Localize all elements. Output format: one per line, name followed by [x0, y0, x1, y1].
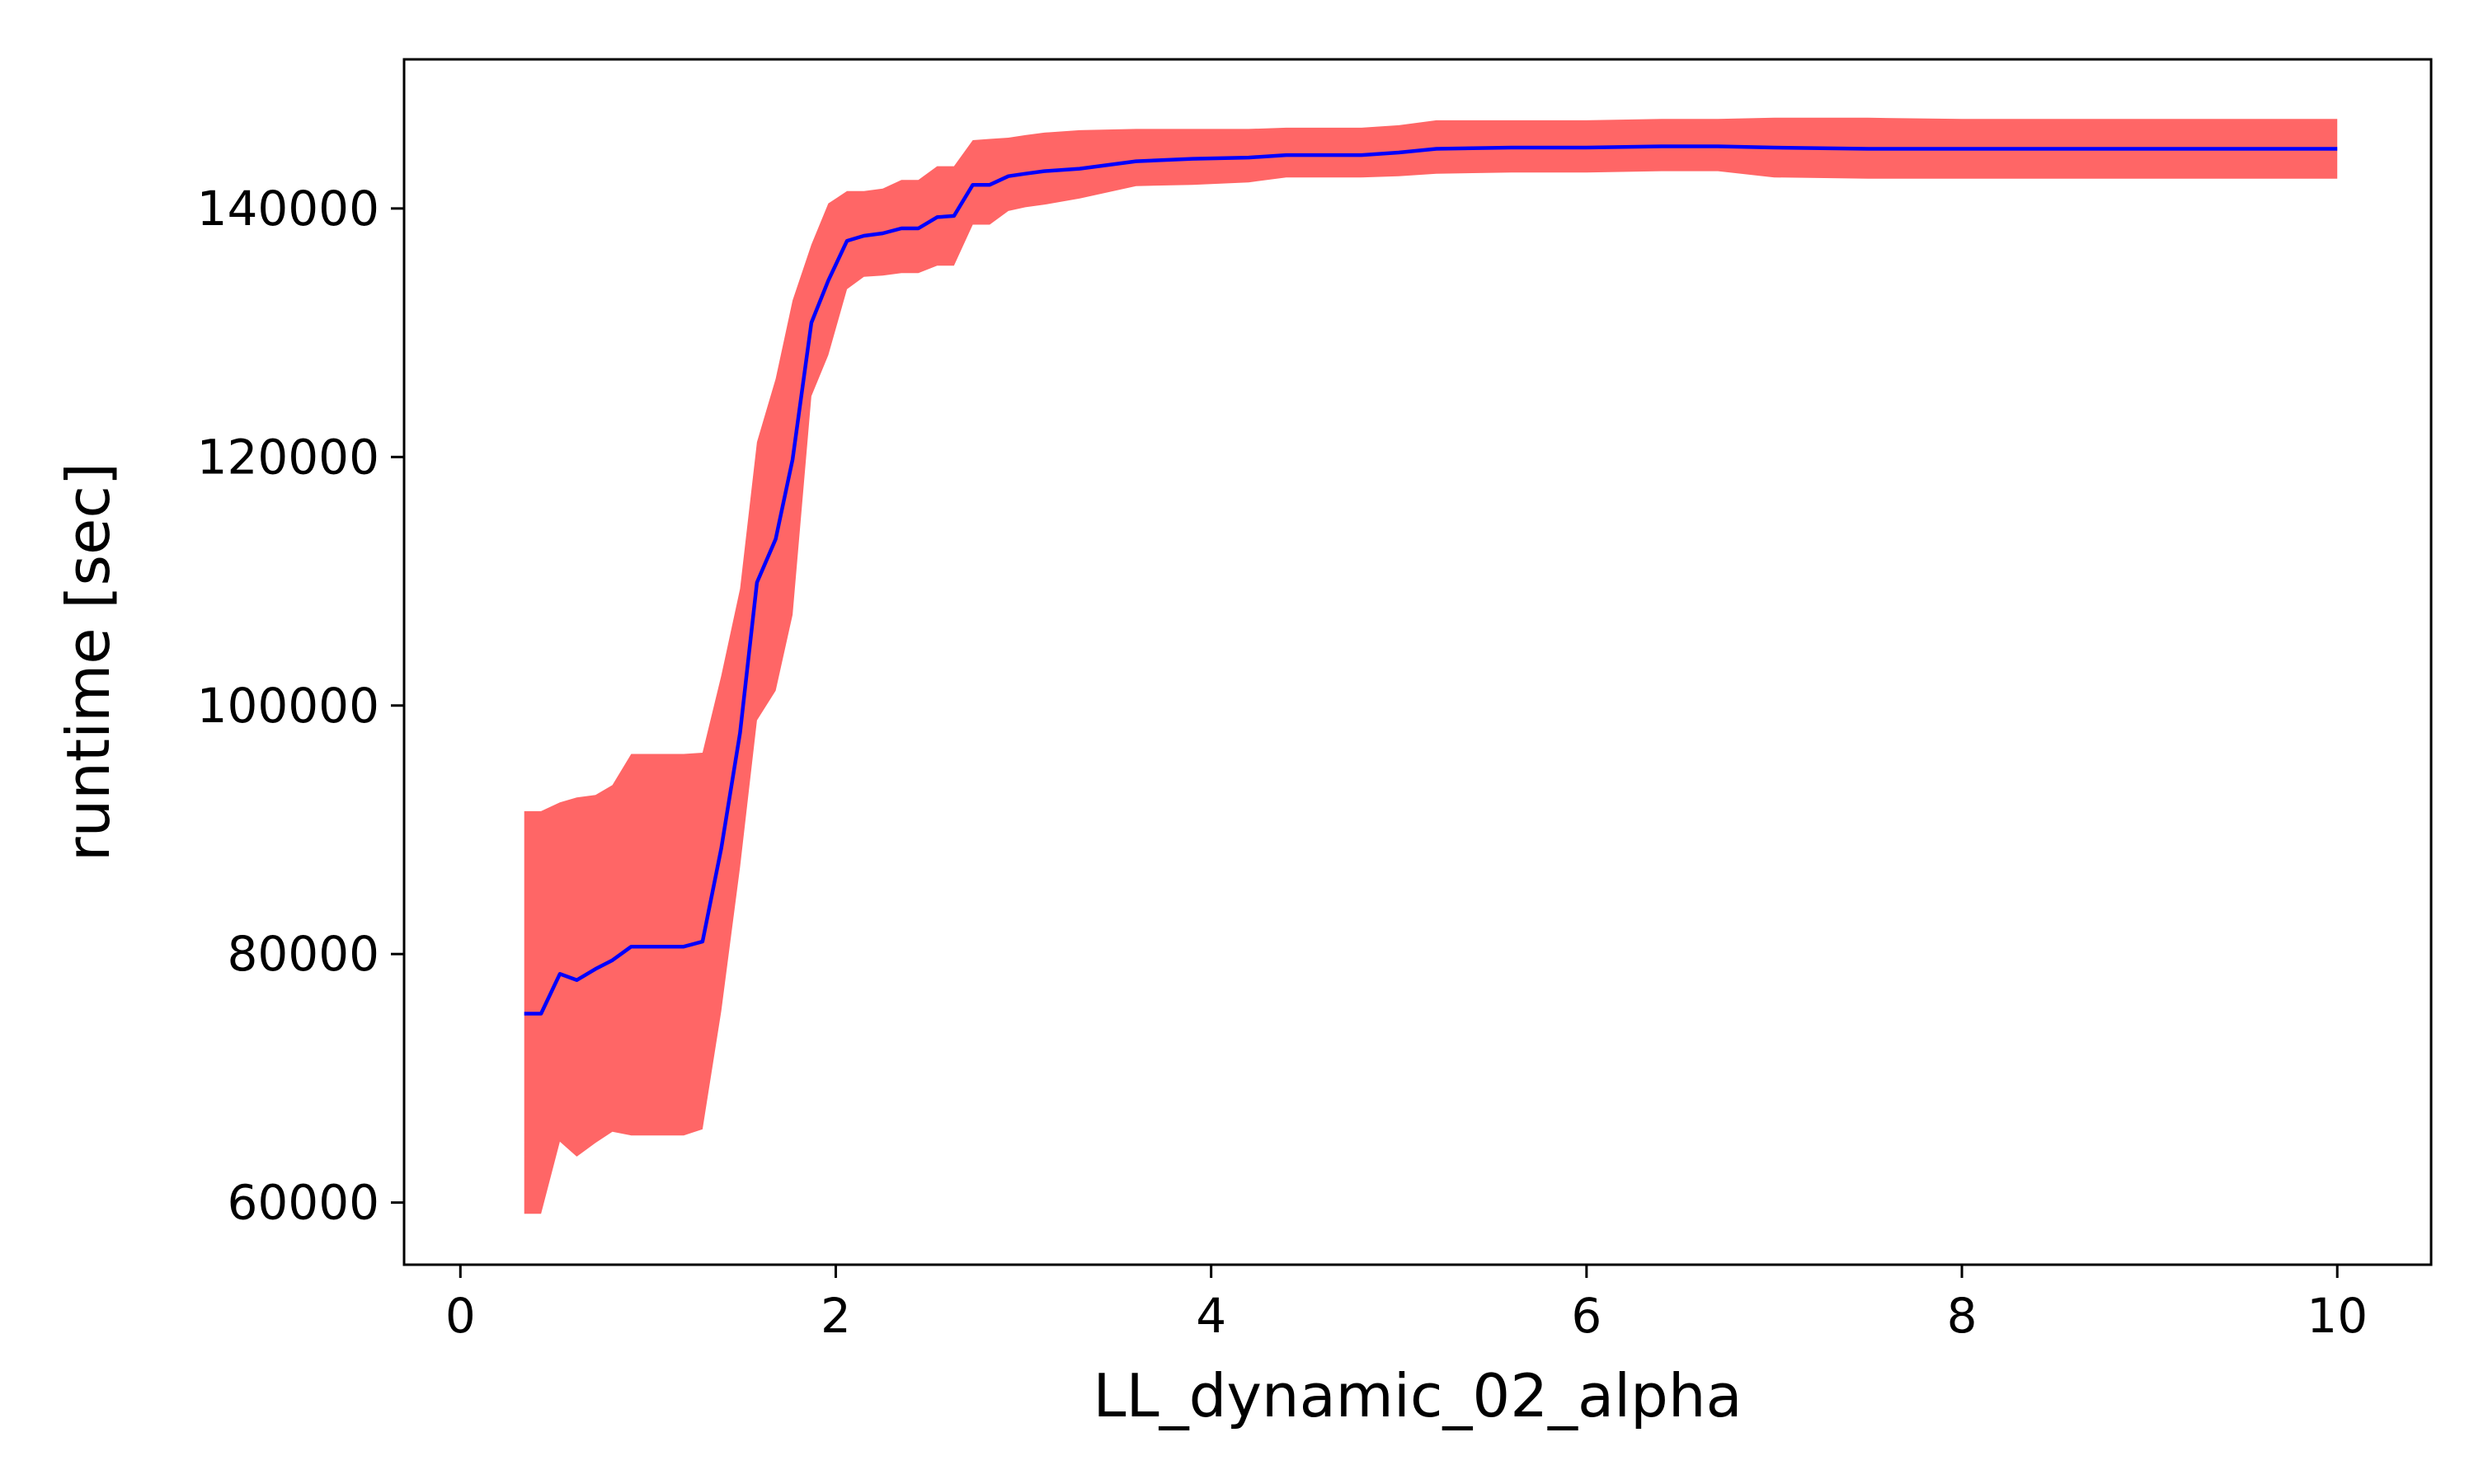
y-tick-label: 60000 [227, 1175, 379, 1231]
axes-frame [402, 58, 2433, 1266]
y-tick-label: 120000 [197, 429, 379, 485]
x-tick-label: 2 [821, 1288, 851, 1344]
ticks-layer: 0 2 4 6 8 10 60000 80000 100000 120000 140000 [197, 181, 2368, 1344]
x-tick-label: 0 [445, 1288, 476, 1344]
x-tick-label: 4 [1196, 1288, 1226, 1344]
x-axis-label: LL_dynamic_02_alpha [1093, 1361, 1742, 1430]
uncertainty-band [524, 117, 2338, 1214]
y-tick-label: 80000 [227, 926, 379, 982]
x-tick-label: 10 [2307, 1288, 2368, 1344]
x-tick-label: 6 [1571, 1288, 1602, 1344]
plot-layer [524, 117, 2338, 1214]
y-axis-label: runtime [sec] [54, 463, 123, 862]
y-tick-label: 100000 [197, 678, 379, 734]
mean-runtime-line [524, 144, 2338, 1016]
y-tick-label: 140000 [197, 181, 379, 237]
x-tick-label: 8 [1947, 1288, 1978, 1344]
